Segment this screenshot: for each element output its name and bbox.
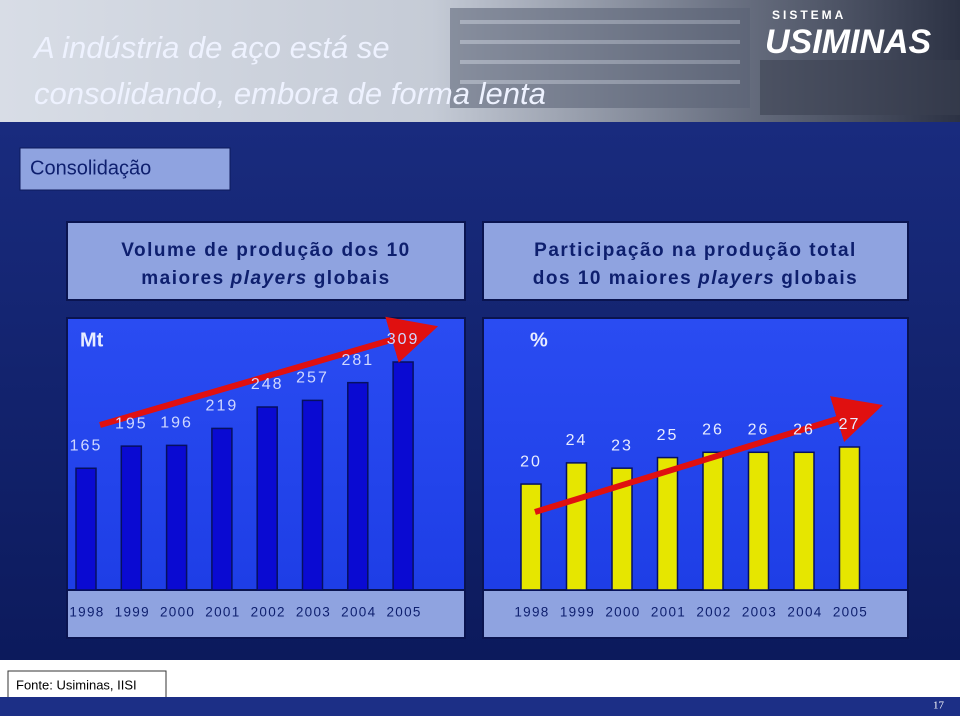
page-number: 17 [933, 700, 945, 712]
building [450, 8, 960, 115]
x-tick-label: 2000 [605, 605, 640, 620]
value-label: 257 [296, 370, 329, 387]
plot-area [482, 317, 909, 591]
chart-title: Volume de produção dos 10 [121, 240, 410, 261]
x-tick-label: 1998 [514, 605, 549, 620]
bar [565, 462, 588, 591]
value-label: 25 [657, 427, 679, 444]
bar [611, 467, 633, 591]
category-strip [482, 589, 909, 639]
value-label: 27 [839, 416, 861, 433]
chart-title-part: globais [314, 268, 391, 289]
x-tick-label: 2002 [251, 605, 286, 620]
x-tick-label: 2000 [160, 605, 195, 620]
value-label: 165 [70, 437, 103, 454]
bar [301, 399, 324, 591]
bar [656, 456, 679, 591]
chart-title-part: maiores [141, 268, 224, 289]
bar [793, 451, 815, 591]
value-label: 309 [387, 331, 420, 348]
x-tick-label: 2005 [386, 605, 421, 620]
x-tick-label: 2002 [696, 605, 731, 620]
bar [347, 381, 369, 591]
x-tick-label: 2005 [833, 605, 868, 620]
bar [702, 451, 724, 591]
chart-title-part: Participação na produção total [534, 240, 857, 261]
bar [256, 406, 278, 591]
value-label: 196 [160, 415, 193, 432]
bar [211, 427, 233, 591]
chart-title: dos 10 maiores players globais [533, 268, 858, 289]
slide-title: A indústria de aço está se [32, 30, 390, 65]
chart-title-part: globais [781, 268, 858, 289]
x-tick-label: 2003 [296, 605, 331, 620]
chart-title-part: players [230, 268, 308, 289]
chart-title: Participação na produção total [534, 240, 857, 261]
x-tick-label: 1999 [115, 605, 150, 620]
unit-label: % [530, 329, 548, 351]
x-tick-label: 2001 [651, 605, 686, 620]
x-tick-label: 2001 [205, 605, 240, 620]
logo-text: SISTEMA [772, 8, 846, 22]
bar [75, 467, 97, 591]
unit-label: Mt [80, 329, 104, 351]
x-tick-label: 2003 [742, 605, 777, 620]
x-tick-label: 2004 [341, 605, 376, 620]
x-tick-label: 1998 [69, 605, 104, 620]
bar [520, 483, 542, 591]
value-label: 26 [793, 422, 815, 439]
footer-bar [0, 697, 960, 716]
value-label: 219 [206, 398, 239, 415]
value-label: 281 [341, 352, 374, 369]
slide-title: consolidando, embora de forma lenta [34, 76, 546, 111]
chart-title-part: dos 10 maiores [533, 268, 692, 289]
trend-arrow [99, 316, 439, 428]
section-box [19, 147, 231, 191]
value-label: 248 [251, 376, 284, 393]
value-label: 195 [115, 415, 148, 432]
value-label: 20 [520, 453, 542, 470]
section-label: Consolidação [30, 157, 151, 179]
x-tick-label: 1999 [560, 605, 595, 620]
value-label: 26 [748, 422, 770, 439]
chart-title-part: Volume de produção dos 10 [121, 240, 410, 261]
source-box [7, 670, 167, 700]
value-label: 23 [611, 437, 633, 454]
value-label: 24 [566, 432, 588, 449]
bar [392, 361, 414, 591]
chart-title: maiores players globais [141, 268, 390, 289]
source: Fonte: Usiminas, IISI [16, 677, 137, 692]
x-tick-label: 2004 [787, 605, 822, 620]
panel-header [66, 221, 466, 301]
bar [838, 446, 861, 591]
bar [165, 444, 188, 591]
logo-text: USIMINAS [765, 23, 932, 61]
panel-header [482, 221, 909, 301]
chart-title-part: players [697, 268, 775, 289]
value-label: 26 [702, 422, 724, 439]
trend-arrow [534, 396, 883, 515]
bar [747, 451, 770, 591]
bar [120, 445, 143, 591]
